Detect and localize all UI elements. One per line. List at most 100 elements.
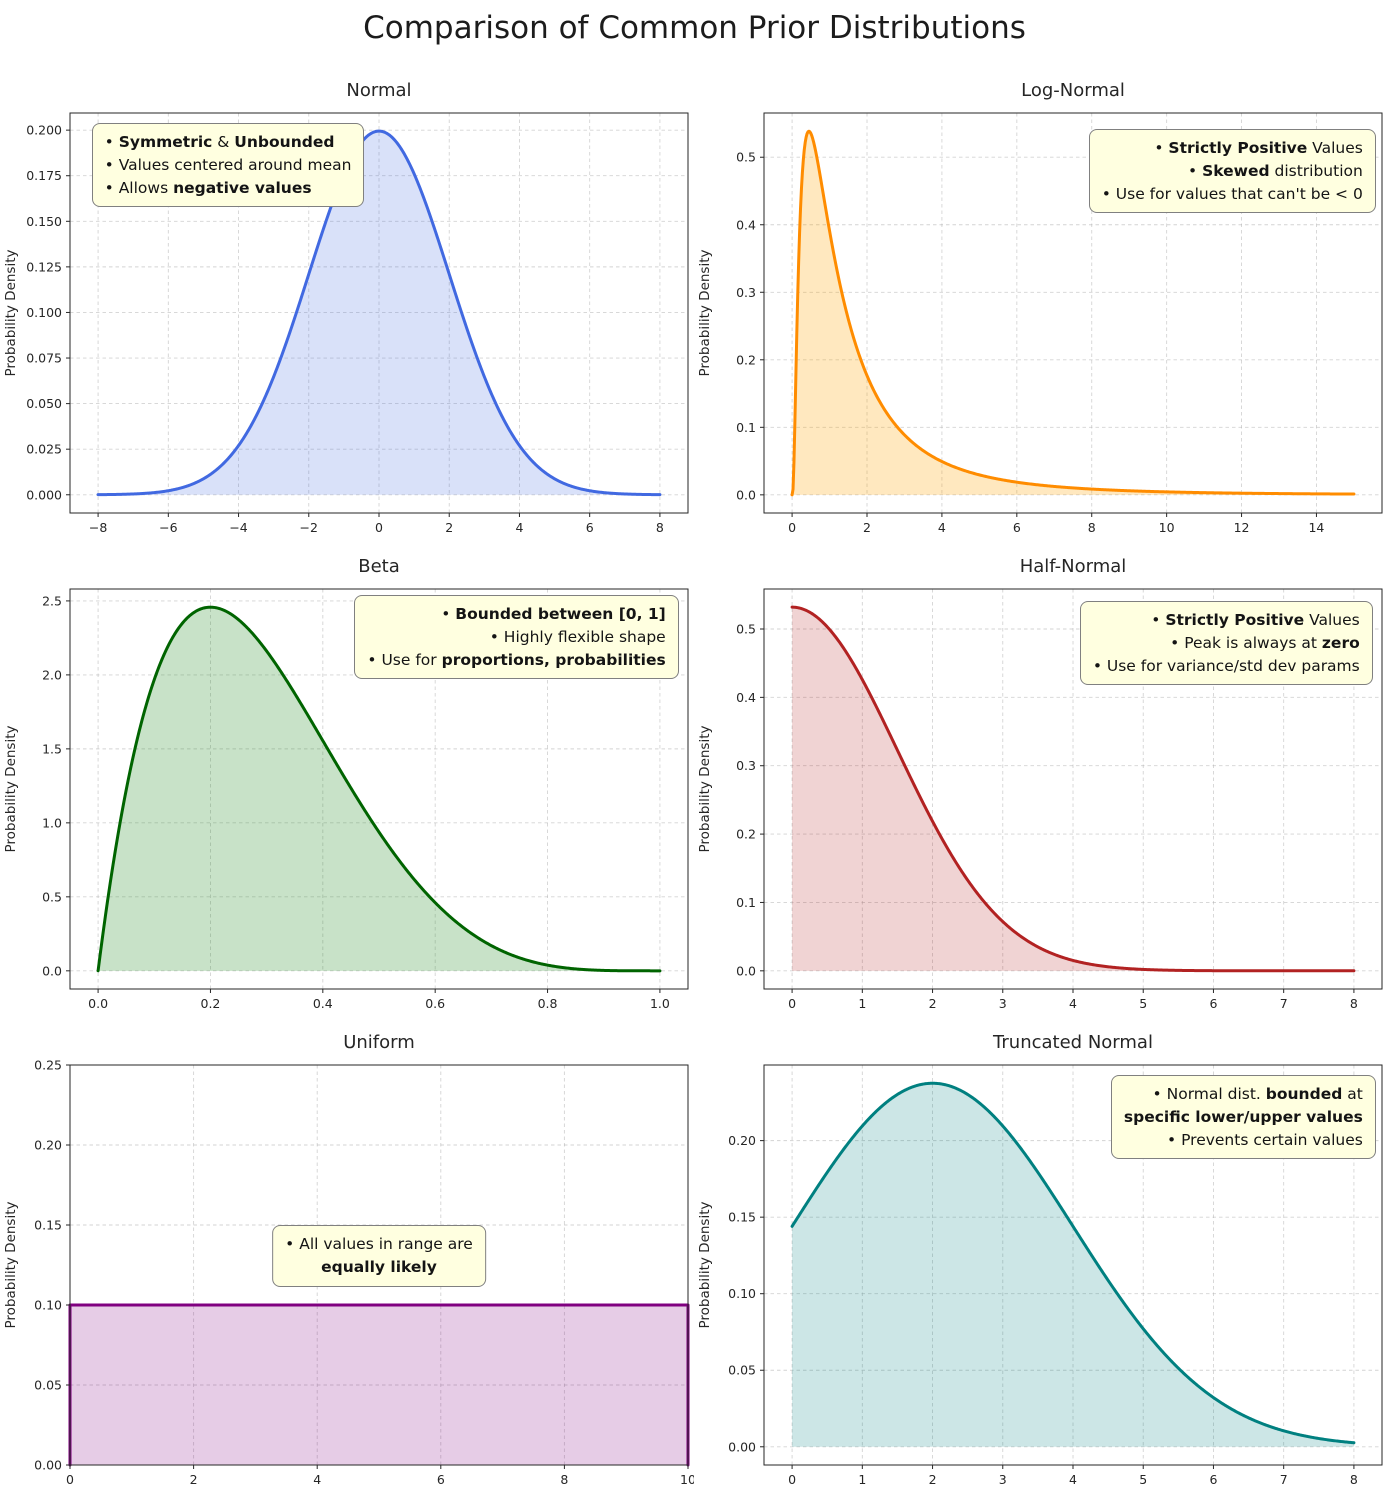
x-tick-label: 3 <box>999 1472 1007 1487</box>
x-tick-label: 6 <box>1013 520 1021 535</box>
y-tick-label: 0.2 <box>736 827 756 842</box>
y-tick-label: 1.0 <box>42 815 62 830</box>
density-fill <box>792 607 1354 971</box>
y-tick-label: 0.0 <box>736 963 756 978</box>
density-curve <box>96 129 662 497</box>
plot-truncnormal: 0 1 2 3 4 5 6 7 8 0.00 0.05 0.10 0.15 0.20 Probability… <box>697 1064 1383 1487</box>
y-tick-label: 0.15 <box>728 1210 756 1225</box>
y-tick-label: 0.0 <box>42 963 62 978</box>
y-tick-label: 0.20 <box>34 1138 62 1153</box>
x-tick-label: 6 <box>1209 996 1217 1011</box>
y-tick-label: 0.25 <box>34 1059 62 1073</box>
y-tick-label: 0.125 <box>26 259 62 274</box>
y-tick-label: 0.0 <box>736 487 756 502</box>
x-tick-label: 8 <box>560 1472 568 1487</box>
y-tick-label: 0.15 <box>34 1218 62 1233</box>
y-tick-label: 0.20 <box>728 1133 756 1148</box>
y-tick-label: 0.200 <box>26 123 62 138</box>
y-tick-label: 0.4 <box>736 690 756 705</box>
x-tick-label: 0 <box>788 996 796 1011</box>
x-tick-label: 0.4 <box>313 996 333 1011</box>
y-tick-label: 0.050 <box>26 396 62 411</box>
x-tick-label: −4 <box>229 520 247 535</box>
y-axis-label: Probability Density <box>3 250 19 377</box>
figure-title: Comparison of Common Prior Distributions <box>363 10 1026 46</box>
x-tick-label: 1 <box>858 996 866 1011</box>
y-tick-label: 0.05 <box>34 1378 62 1393</box>
x-tick-label: 10 <box>1159 520 1175 535</box>
y-tick-label: 0.05 <box>728 1363 756 1378</box>
y-tick-label: 0.10 <box>728 1286 756 1301</box>
x-tick-label: 0 <box>66 1472 74 1487</box>
y-tick-label: 0.100 <box>26 305 62 320</box>
y-axis-label: Probability Density <box>697 250 713 377</box>
density-curve <box>790 605 1356 973</box>
y-tick-label: 0.00 <box>728 1439 756 1454</box>
y-tick-label: 0.5 <box>42 889 62 904</box>
x-tick-label: 4 <box>938 520 946 535</box>
x-tick-label: 2 <box>929 1472 937 1487</box>
y-tick-label: 0.025 <box>26 442 62 457</box>
y-tick-label: 0.1 <box>736 895 756 910</box>
x-tick-label: 8 <box>1350 996 1358 1011</box>
subplot-halfnormal: Half-Normal 0 1 2 3 4 5 6 7 8 0.0 0.1 0.2 0.3 0.4 0.5 Pr… <box>694 552 1388 1028</box>
x-tick-label: −2 <box>300 520 318 535</box>
subplot-truncnormal: Truncated Normal 0 1 2 3 4 5 6 7 8 0.00 0.05 0.10 0.1… <box>694 1028 1388 1504</box>
x-tick-label: 1 <box>858 1472 866 1487</box>
x-tick-label: 4 <box>1069 1472 1077 1487</box>
density-fill <box>70 1305 688 1465</box>
subplot-title-uniform: Uniform <box>343 1032 415 1053</box>
x-tick-label: 0 <box>788 1472 796 1487</box>
x-tick-label: 4 <box>313 1472 321 1487</box>
x-tick-label: −8 <box>89 520 107 535</box>
axes-spines <box>69 1064 689 1466</box>
x-tick-label: 5 <box>1139 996 1147 1011</box>
x-tick-label: 7 <box>1280 996 1288 1011</box>
y-tick-label: 0.175 <box>26 168 62 183</box>
axes-spines <box>69 588 689 990</box>
x-tick-label: 8 <box>656 520 664 535</box>
y-tick-label: 0.000 <box>26 487 62 502</box>
density-curve <box>790 1081 1356 1445</box>
axes-spines <box>763 112 1383 514</box>
x-tick-label: 8 <box>1088 520 1096 535</box>
subplot-title-normal: Normal <box>346 80 412 101</box>
subplot-title-lognormal: Log-Normal <box>1021 80 1125 101</box>
y-tick-label: 2.0 <box>42 667 62 682</box>
subplot-title-beta: Beta <box>358 556 400 577</box>
x-tick-label: 2 <box>863 520 871 535</box>
x-tick-label: 3 <box>999 996 1007 1011</box>
y-tick-label: 1.5 <box>42 741 62 756</box>
subplot-normal: Normal −8 −6 −4 −2 0 2 4 6 8 0.000 0.025 0.050 0.075 0… <box>0 76 694 552</box>
density-fill <box>98 607 660 971</box>
x-tick-label: 2 <box>929 996 937 1011</box>
y-tick-label: 0.150 <box>26 214 62 229</box>
y-tick-label: 2.5 <box>42 593 62 608</box>
subplot-title-truncnormal: Truncated Normal <box>993 1032 1153 1053</box>
y-tick-label: 0.075 <box>26 351 62 366</box>
y-axis-label: Probability Density <box>3 1202 19 1329</box>
y-axis-label: Probability Density <box>697 726 713 853</box>
plot-halfnormal: 0 1 2 3 4 5 6 7 8 0.0 0.1 0.2 0.3 0.4 0.5 Probability D… <box>697 588 1383 1011</box>
density-fill <box>98 131 660 495</box>
density-curve <box>790 129 1356 497</box>
density-fill <box>792 131 1354 495</box>
density-curve <box>96 605 662 973</box>
y-tick-label: 0.5 <box>736 621 756 636</box>
plot-uniform: 0 2 4 6 8 10 0.00 0.05 0.10 0.15 0.20 0.25 Probabili… <box>3 1059 694 1487</box>
plot-beta: 0.0 0.2 0.4 0.6 0.8 1.0 0.0 0.5 1.0 1.5 2.0 2.5 Prob… <box>3 588 689 1011</box>
x-tick-label: 4 <box>515 520 523 535</box>
y-tick-label: 0.00 <box>34 1458 62 1473</box>
y-axis-label: Probability Density <box>697 1202 713 1329</box>
plot-lognormal: 0 2 4 6 8 10 12 14 0.0 0.1 0.2 0.3 0.4 0.5 Probability… <box>697 112 1383 535</box>
x-tick-label: 0.0 <box>88 996 108 1011</box>
x-tick-label: 5 <box>1139 1472 1147 1487</box>
y-tick-label: 0.1 <box>736 420 756 435</box>
y-axis-label: Probability Density <box>3 726 19 853</box>
x-tick-label: 14 <box>1308 520 1324 535</box>
x-tick-label: 12 <box>1234 520 1250 535</box>
y-tick-label: 0.4 <box>736 217 756 232</box>
y-tick-label: 0.3 <box>736 285 756 300</box>
y-tick-label: 0.10 <box>34 1298 62 1313</box>
